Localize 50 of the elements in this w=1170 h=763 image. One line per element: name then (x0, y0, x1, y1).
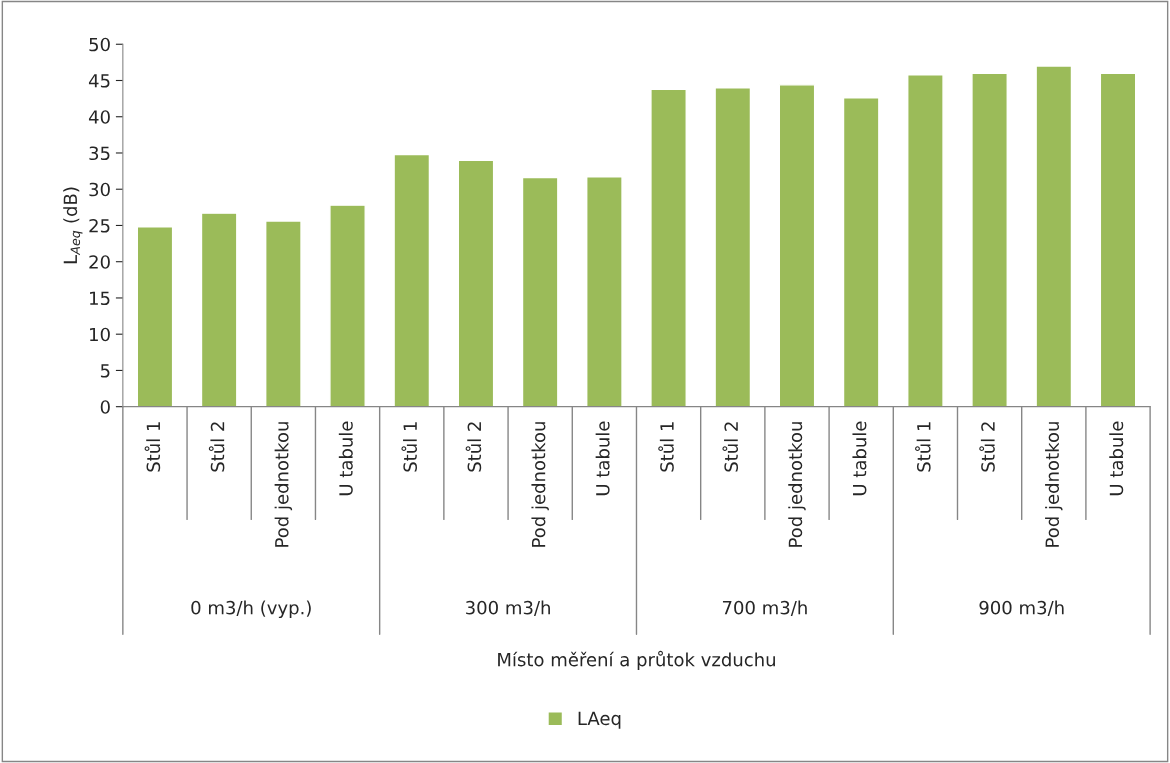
x-tick-label: Stůl 2 (722, 422, 739, 472)
y-tick-label: 45 (88, 74, 110, 88)
text: 300 m3/h (466, 600, 550, 616)
x-tick-label: U tabule (338, 421, 353, 496)
y-tick-label: 35 (89, 146, 110, 161)
x-tick-label: Stůl 2 (465, 422, 482, 472)
text: Místo měření a průtok vzduchu (498, 650, 775, 670)
bar (393, 153, 431, 407)
x-tick-label: Stůl 1 (144, 422, 161, 472)
text: 900 m3/h (979, 600, 1064, 616)
bar (265, 220, 302, 407)
y-tick-label: 10 (90, 327, 110, 342)
x-tick-label: U tabule (1109, 421, 1124, 496)
bar (907, 74, 944, 407)
bar (1035, 65, 1073, 407)
bar (842, 97, 880, 407)
x-tick-label: Pod jednotkou (788, 422, 806, 547)
bar (521, 176, 559, 407)
y-tick-label: 40 (88, 110, 110, 124)
y-tick-label: 50 (89, 37, 110, 52)
bar (1099, 72, 1137, 407)
bar (136, 226, 174, 407)
x-tick-label: Pod jednotkou (274, 422, 293, 547)
y-tick-label: 0 (100, 400, 110, 414)
x-tick-label: Stůl 1 (915, 422, 931, 472)
x-tick-label: Stůl 1 (401, 422, 418, 472)
x-tick-label: U tabule (852, 421, 867, 496)
y-tick-label: 15 (90, 291, 110, 306)
bar (778, 84, 816, 407)
bar (200, 212, 238, 407)
x-tick-label: Stůl 1 (658, 422, 674, 472)
legend-label: LAeq (578, 711, 621, 729)
x-tick-label: Pod jednotkou (1045, 422, 1063, 547)
text: 0 m3/h (vyp.) (191, 600, 311, 619)
bar (971, 72, 1008, 407)
bar (714, 87, 752, 407)
bar (650, 88, 687, 407)
bar (457, 159, 495, 407)
y-tick-label: 20 (89, 255, 110, 269)
y-axis-title: L$_{Aeq}$ (dB) (63, 187, 83, 264)
text: 700 m3/h (722, 600, 807, 616)
y-tick-label: 5 (100, 364, 110, 378)
x-tick-label: Stůl 2 (979, 422, 995, 472)
y-tick-label: 25 (89, 218, 110, 233)
y-tick-label: 30 (89, 182, 110, 197)
x-tick-label: Pod jednotkou (531, 422, 549, 547)
x-tick-label: Stůl 2 (208, 422, 225, 472)
bar (329, 204, 366, 407)
bar (586, 176, 623, 407)
x-tick-label: U tabule (595, 421, 610, 496)
